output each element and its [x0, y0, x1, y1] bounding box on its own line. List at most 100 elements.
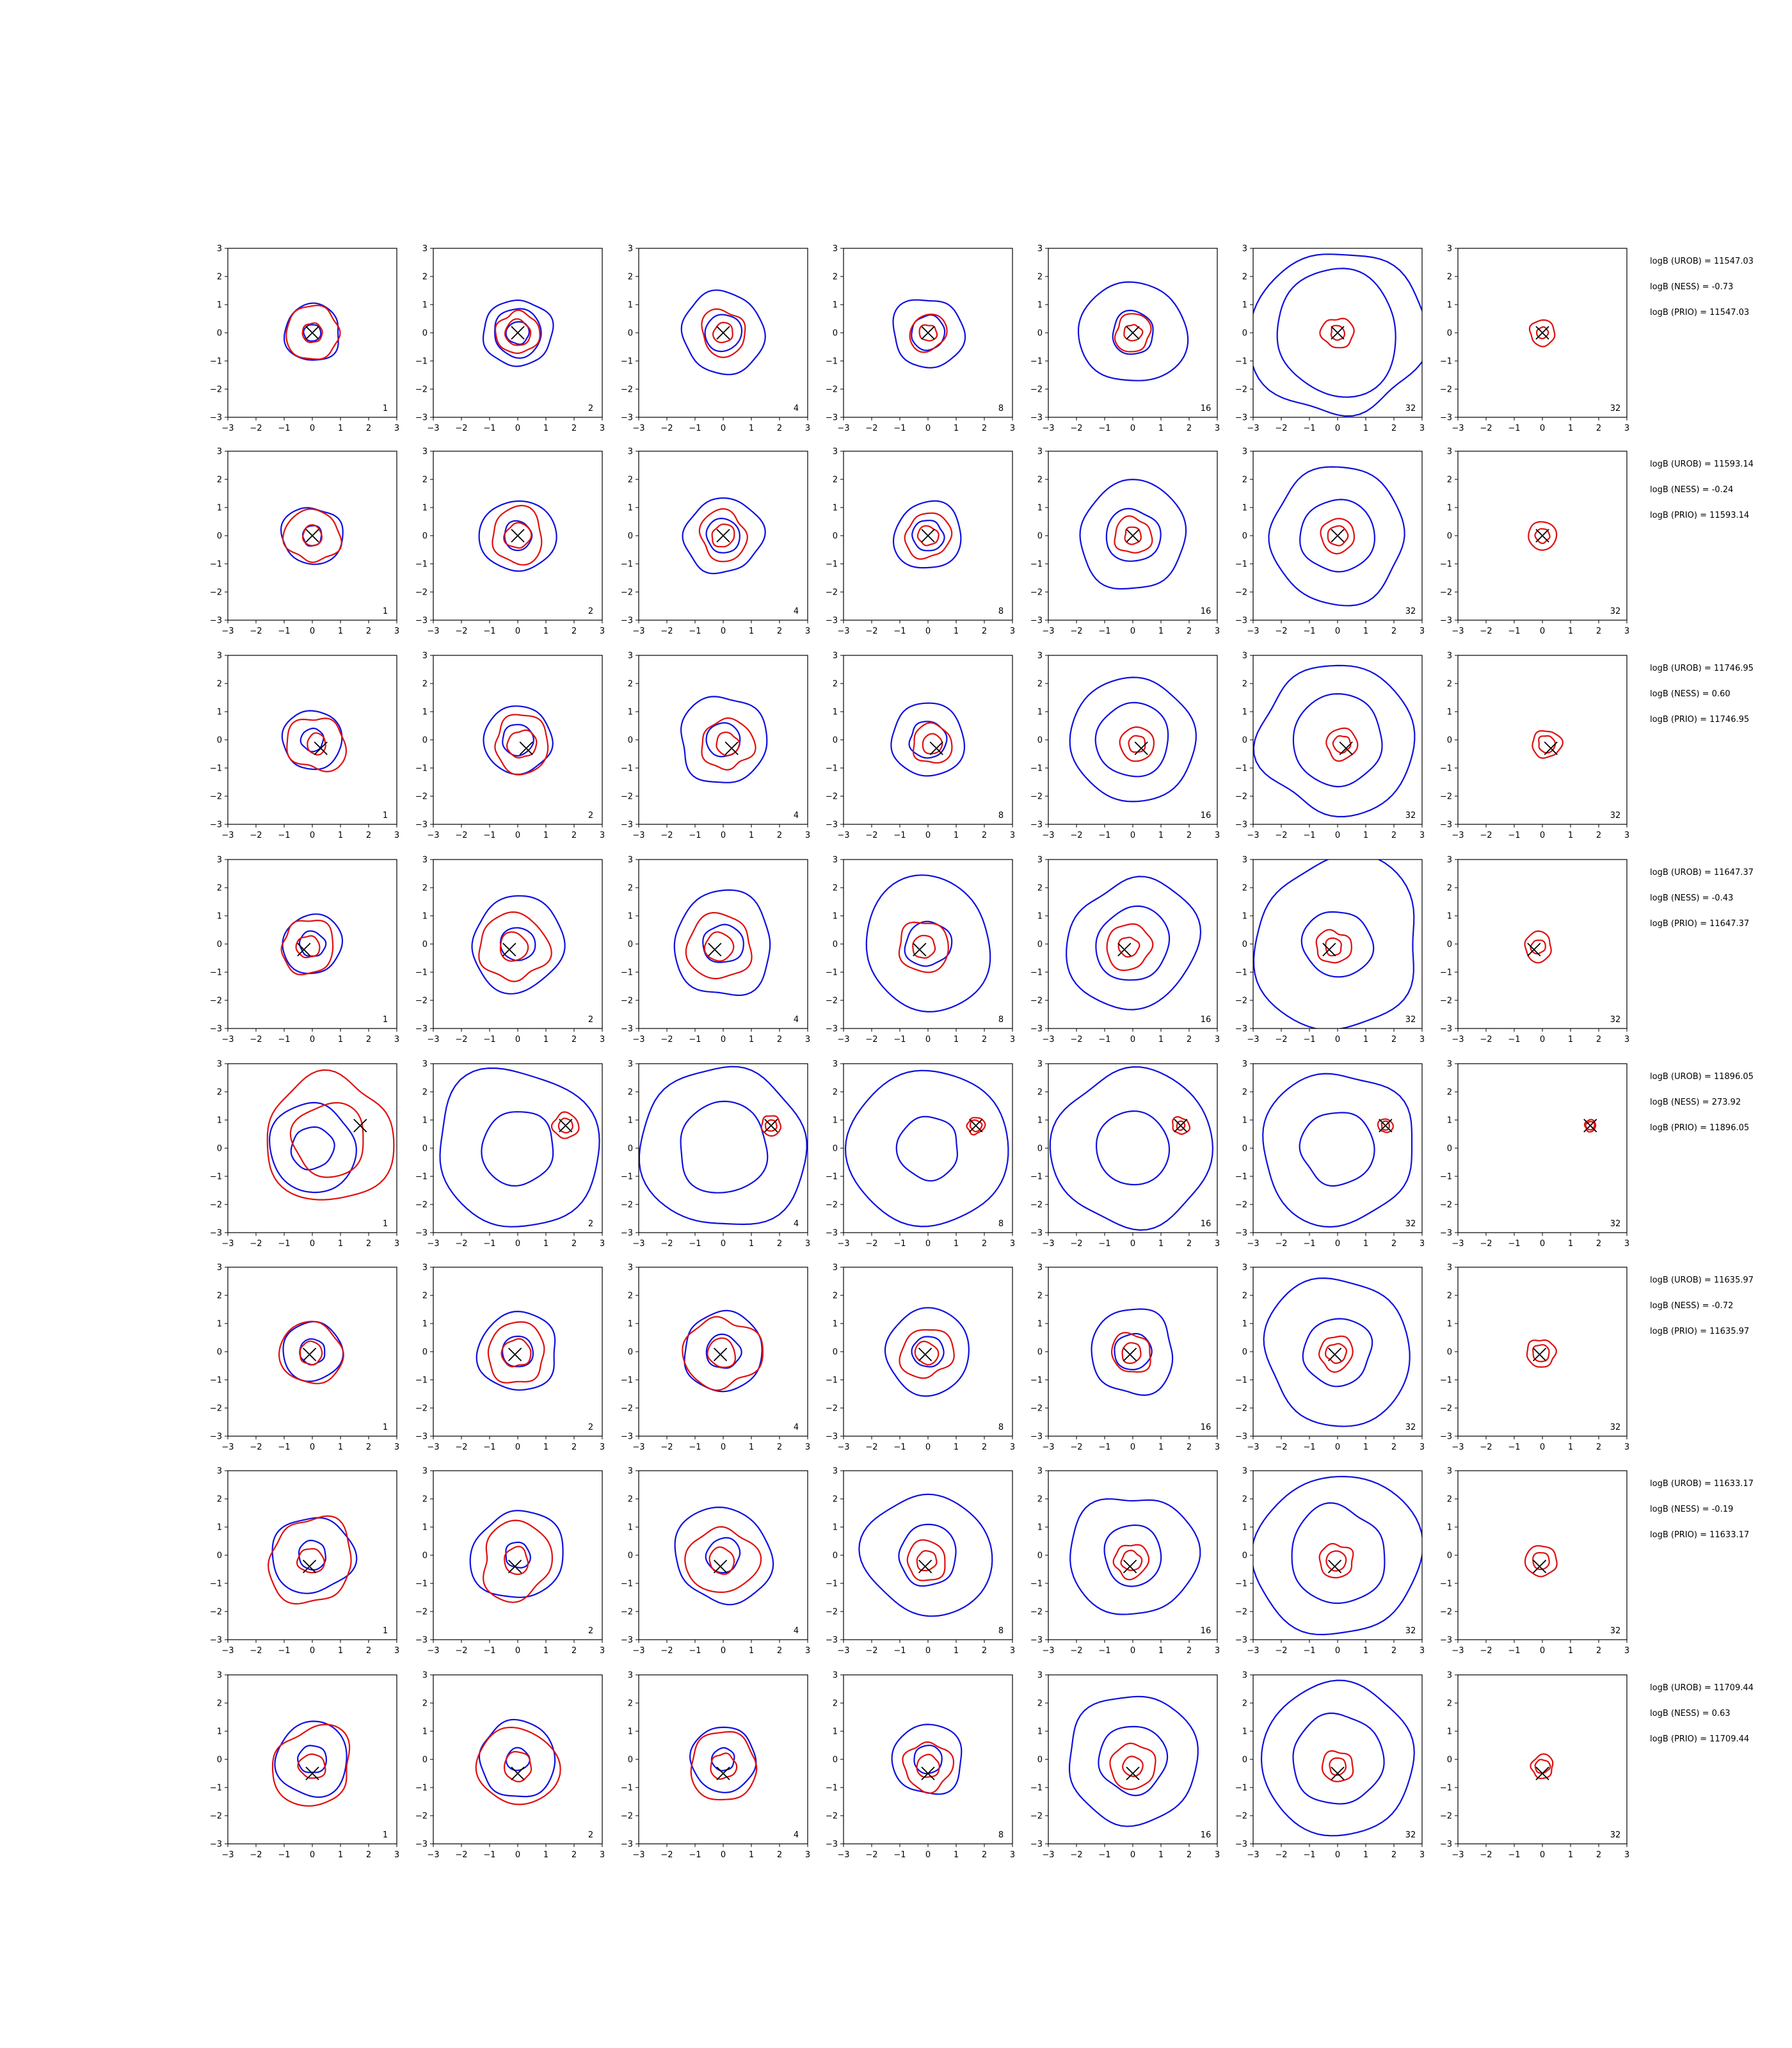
- y-tick-label: 1: [1037, 1727, 1043, 1737]
- x-tick-label: −3: [837, 831, 849, 840]
- x-tick-label: −1: [1303, 1646, 1315, 1656]
- y-tick-label: 1: [833, 504, 838, 513]
- x-tick-label: 1: [338, 1035, 343, 1044]
- x-tick-label: 3: [1420, 1850, 1425, 1860]
- y-tick-label: 3: [217, 856, 222, 865]
- x-tick-label: 2: [366, 1850, 371, 1860]
- true-location-marker: [1339, 741, 1353, 755]
- blue-contour: [481, 1111, 554, 1187]
- panel-corner-label: 32: [1610, 1626, 1621, 1636]
- x-tick-label: −2: [1275, 424, 1287, 433]
- red-contour: [296, 1548, 325, 1574]
- red-contour: [899, 1329, 955, 1379]
- y-tick-label: 2: [422, 476, 428, 485]
- panel-corner-label: 32: [1610, 1423, 1621, 1432]
- x-tick-label: 2: [366, 1035, 371, 1044]
- x-tick-label: 3: [1215, 424, 1220, 433]
- x-tick-label: −1: [1098, 831, 1110, 840]
- y-tick-label: −3: [1030, 1636, 1043, 1645]
- y-tick-label: 1: [217, 912, 222, 922]
- blue-contour: [1300, 911, 1375, 978]
- x-tick-label: 3: [805, 424, 810, 433]
- y-tick-label: 1: [1447, 1523, 1452, 1533]
- y-tick-label: 0: [628, 329, 633, 339]
- y-tick-label: 3: [1447, 1467, 1452, 1476]
- y-tick-label: 3: [422, 1060, 428, 1069]
- x-tick-label: −2: [660, 1239, 673, 1249]
- y-tick-label: −3: [826, 1636, 838, 1645]
- x-tick-label: −3: [427, 1035, 439, 1044]
- panel-corner-label: 32: [1405, 404, 1416, 413]
- x-tick-label: −1: [1508, 1239, 1520, 1249]
- x-tick-label: 0: [515, 831, 520, 840]
- x-tick-label: 1: [543, 627, 548, 636]
- x-tick-label: −3: [1247, 1443, 1259, 1452]
- x-tick-label: 2: [777, 831, 782, 840]
- y-tick-label: −3: [1440, 1025, 1452, 1034]
- axes-frame: [433, 1470, 603, 1640]
- y-tick-label: −1: [826, 1172, 838, 1182]
- y-tick-label: −1: [1030, 560, 1043, 570]
- red-contour: [703, 931, 735, 962]
- y-tick-label: −3: [826, 1432, 838, 1442]
- blue-contour: [911, 520, 945, 552]
- x-tick-label: 2: [777, 1646, 782, 1656]
- logb-stat-label: logB (PRIO) = 11746.95: [1650, 715, 1749, 724]
- axes-frame: [227, 655, 397, 825]
- x-tick-label: 0: [1130, 831, 1135, 840]
- y-tick-label: 3: [1447, 447, 1452, 457]
- blue-contour: [303, 324, 322, 342]
- panel-r2-c7: −3−3 −2 −2 −1 −1 0 0 1 1 2 2 3 3 32: [1440, 447, 1629, 637]
- y-tick-label: 1: [217, 301, 222, 310]
- blue-contour: [298, 930, 327, 957]
- y-tick-label: 3: [1447, 652, 1452, 661]
- panel-r4-c4: −3−3 −2 −2 −1 −1 0 0 1 1 2 2 3 3 8: [826, 856, 1015, 1045]
- y-tick-label: 0: [422, 1144, 428, 1154]
- panel-corner-label: 8: [998, 607, 1004, 616]
- y-tick-label: 0: [1242, 1348, 1247, 1357]
- y-tick-label: 2: [422, 1699, 428, 1709]
- x-tick-label: −3: [1452, 1035, 1464, 1044]
- y-tick-label: −2: [621, 1404, 633, 1414]
- x-tick-label: −3: [1042, 627, 1054, 636]
- x-tick-label: −3: [1452, 1443, 1464, 1452]
- panel-corner-label: 8: [998, 1015, 1004, 1025]
- x-tick-label: −2: [865, 1239, 877, 1249]
- x-tick-label: 0: [721, 1035, 726, 1044]
- blue-contour: [1262, 1073, 1413, 1228]
- x-tick-label: 0: [925, 831, 931, 840]
- x-tick-label: −2: [1275, 627, 1287, 636]
- panel-r6-c7: −3−3 −2 −2 −1 −1 0 0 1 1 2 2 3 3 32: [1440, 1263, 1629, 1453]
- x-tick-label: −1: [689, 1850, 701, 1860]
- y-tick-label: 1: [217, 1523, 222, 1533]
- y-tick-label: 0: [628, 532, 633, 541]
- panel-corner-label: 16: [1201, 1626, 1212, 1636]
- true-location-marker: [716, 529, 730, 543]
- x-tick-label: 3: [805, 1850, 810, 1860]
- x-tick-label: −2: [1070, 627, 1082, 636]
- y-tick-label: −3: [210, 820, 222, 830]
- x-tick-label: 2: [1187, 831, 1192, 840]
- x-tick-label: −2: [865, 831, 877, 840]
- logb-stat-label: logB (UROB) = 11746.95: [1650, 664, 1754, 673]
- blue-contour: [680, 289, 766, 376]
- blue-contour: [639, 1066, 808, 1226]
- y-tick-label: −1: [621, 560, 633, 570]
- red-contour: [1528, 319, 1556, 348]
- y-tick-label: 2: [1242, 884, 1247, 893]
- x-tick-label: 3: [600, 1035, 605, 1044]
- y-tick-label: −2: [1030, 792, 1043, 802]
- red-contour: [912, 934, 936, 959]
- red-contour: [966, 1117, 986, 1136]
- true-location-marker: [708, 943, 722, 957]
- red-contour: [1320, 518, 1356, 555]
- red-contour: [499, 931, 529, 962]
- y-tick-label: −1: [621, 1376, 633, 1386]
- x-tick-label: −2: [1070, 1443, 1082, 1452]
- x-tick-label: 3: [600, 1646, 605, 1656]
- y-tick-label: −1: [1440, 1580, 1452, 1589]
- blue-contour: [268, 1101, 357, 1194]
- y-tick-label: 3: [1037, 1060, 1043, 1069]
- x-tick-label: −1: [893, 1239, 906, 1249]
- x-tick-label: 0: [515, 1646, 520, 1656]
